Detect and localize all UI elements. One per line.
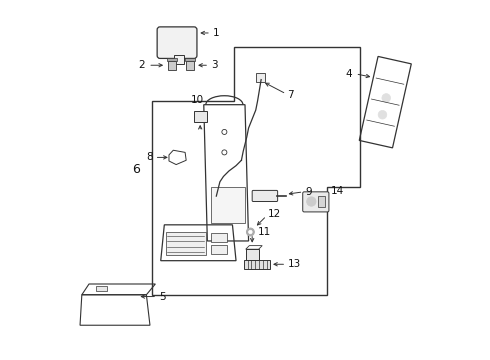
- Circle shape: [382, 94, 391, 102]
- Text: 2: 2: [138, 60, 145, 70]
- Text: 6: 6: [132, 163, 140, 176]
- Bar: [166, 232, 205, 255]
- Bar: [194, 111, 207, 122]
- Bar: [167, 58, 177, 60]
- Bar: [211, 233, 227, 242]
- Bar: [245, 249, 259, 260]
- Circle shape: [378, 111, 387, 119]
- Bar: [96, 286, 107, 291]
- FancyBboxPatch shape: [252, 190, 278, 202]
- Text: 4: 4: [345, 69, 352, 79]
- Text: 10: 10: [191, 95, 204, 105]
- Bar: [256, 73, 265, 82]
- Circle shape: [307, 197, 316, 206]
- Circle shape: [248, 230, 252, 234]
- Text: 8: 8: [146, 152, 153, 162]
- Text: 5: 5: [159, 292, 166, 302]
- Text: 12: 12: [269, 209, 282, 219]
- Text: 14: 14: [331, 186, 344, 197]
- Bar: [185, 58, 195, 60]
- Text: 13: 13: [288, 259, 301, 269]
- Bar: [168, 60, 176, 70]
- Bar: [211, 244, 227, 253]
- FancyBboxPatch shape: [303, 192, 329, 212]
- Bar: [318, 196, 325, 207]
- Text: 3: 3: [211, 60, 218, 70]
- Text: 11: 11: [258, 227, 271, 237]
- Circle shape: [246, 228, 254, 236]
- Bar: [245, 260, 270, 269]
- Text: 9: 9: [305, 187, 312, 197]
- Text: 1: 1: [213, 28, 220, 38]
- Bar: [211, 187, 245, 223]
- Bar: [173, 55, 184, 64]
- FancyBboxPatch shape: [157, 27, 197, 58]
- Text: 7: 7: [287, 90, 294, 100]
- Bar: [186, 60, 194, 70]
